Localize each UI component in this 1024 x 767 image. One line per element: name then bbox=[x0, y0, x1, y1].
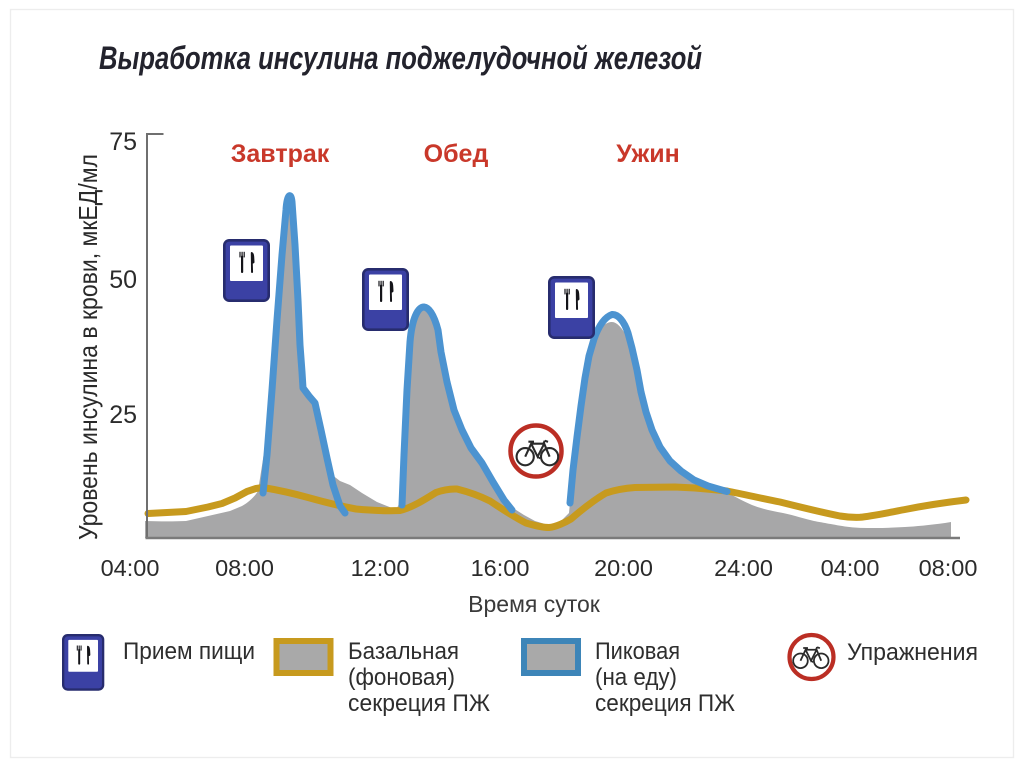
svg-text:04:00: 04:00 bbox=[101, 555, 160, 581]
svg-text:75: 75 bbox=[109, 128, 137, 156]
svg-text:Выработка инсулина поджелудочн: Выработка инсулина поджелудочной железой bbox=[99, 41, 702, 76]
svg-text:50: 50 bbox=[109, 266, 137, 294]
svg-text:Ужин: Ужин bbox=[616, 140, 679, 168]
svg-text:08:00: 08:00 bbox=[919, 555, 978, 581]
svg-text:04:00: 04:00 bbox=[821, 555, 880, 581]
svg-text:12:00: 12:00 bbox=[351, 555, 410, 581]
svg-text:Обед: Обед bbox=[424, 140, 489, 168]
svg-text:секреция ПЖ: секреция ПЖ bbox=[595, 690, 735, 717]
svg-text:(фоновая): (фоновая) bbox=[348, 664, 455, 691]
svg-text:(на еду): (на еду) bbox=[595, 664, 677, 691]
svg-text:Базальная: Базальная bbox=[348, 638, 459, 665]
svg-text:Пиковая: Пиковая bbox=[595, 638, 680, 665]
svg-text:20:00: 20:00 bbox=[594, 555, 653, 581]
svg-text:16:00: 16:00 bbox=[471, 555, 530, 581]
svg-text:Прием пищи: Прием пищи bbox=[123, 638, 255, 665]
svg-text:24:00: 24:00 bbox=[714, 555, 773, 581]
svg-text:25: 25 bbox=[109, 401, 137, 429]
svg-text:Уровень инсулина в крови, мкЕД: Уровень инсулина в крови, мкЕД/мл bbox=[73, 154, 103, 540]
svg-text:Завтрак: Завтрак bbox=[231, 140, 330, 168]
svg-text:08:00: 08:00 bbox=[215, 555, 274, 581]
svg-text:Время суток: Время суток bbox=[468, 591, 601, 617]
svg-text:Упражнения: Упражнения bbox=[847, 639, 978, 666]
svg-text:секреция ПЖ: секреция ПЖ bbox=[348, 690, 490, 717]
